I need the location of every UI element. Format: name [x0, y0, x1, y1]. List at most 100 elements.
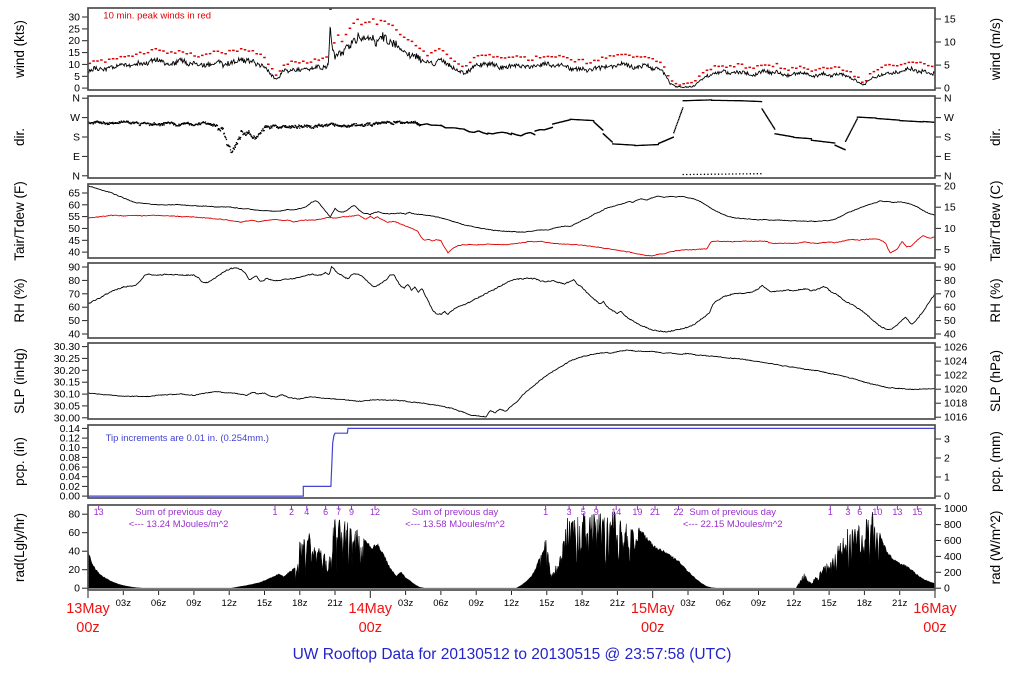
date-label: 14May — [349, 601, 393, 617]
rad-hour-number: 22 — [673, 507, 683, 517]
slp-right-tick-label: 1018 — [944, 398, 968, 410]
rad-right-tick-label: 600 — [944, 535, 962, 547]
rad-hour-number: 5 — [581, 507, 586, 517]
rad-hour-number: 1 — [828, 507, 833, 517]
time-minor-label: 21z — [892, 598, 908, 609]
rad-hour-number: 1 — [543, 507, 548, 517]
tair-right-tick-label: 5 — [944, 244, 950, 256]
rad-left-tick-label: 80 — [68, 509, 80, 521]
rad-hour-number: 3 — [567, 507, 572, 517]
date-label: 13May — [66, 601, 110, 617]
rh-left-tick-label: 80 — [68, 275, 80, 287]
pcp-left-tick-label: 0.10 — [60, 442, 81, 454]
rad-left-tick-label: 40 — [68, 546, 80, 558]
time-minor-label: 21z — [610, 598, 626, 609]
tair-right-axis-label: Tair/Tdew (C) — [988, 180, 1003, 261]
slp-right-tick-label: 1026 — [944, 342, 968, 354]
pcp-left-tick-label: 0.14 — [60, 423, 81, 435]
panel-pcp: 0.000.020.040.060.080.100.120.14 0 1 2 3 pcp.… — [12, 423, 1003, 503]
rad-hour-number: 2 — [289, 507, 294, 517]
wind-left-tick-label: 20 — [68, 35, 80, 47]
rh-right-tick-label: 90 — [944, 262, 956, 274]
rad-hour-number: 9 — [349, 507, 354, 517]
dir-left-tick-label: N — [72, 93, 80, 105]
rad-hour-number: 10 — [872, 507, 882, 517]
pcp-right-tick-label: 0 — [944, 491, 950, 503]
rad-right-axis-label: rad (W/m^2) — [988, 511, 1003, 585]
slp-left-tick-label: 30.30 — [54, 341, 80, 353]
pcp-left-tick-label: 0.12 — [60, 433, 81, 445]
wind-10min-peak-series — [88, 8, 934, 86]
rad-right-tick-label: 200 — [944, 567, 962, 579]
slp-right-axis-label: SLP (hPa) — [988, 350, 1003, 412]
tair-right-tick-label: 10 — [944, 223, 956, 235]
rad-annotation: Sum of previous day — [135, 507, 222, 518]
rad-right-tick-label: 400 — [944, 551, 962, 563]
pcp-right-axis-label: pcp. (mm) — [988, 431, 1003, 492]
rad-hour-number: 13 — [892, 507, 902, 517]
rad-annotation: Sum of previous day — [412, 507, 499, 518]
dir-right-tick-label: N — [944, 93, 952, 105]
rad-hour-number: 6 — [323, 507, 328, 517]
pcp-left-tick-label: 0.04 — [60, 471, 81, 483]
rh-left-tick-label: 90 — [68, 262, 80, 274]
rad-hour-number: 19 — [632, 507, 642, 517]
slp-left-tick-label: 30.00 — [54, 412, 80, 424]
rh-right-tick-label: 50 — [944, 315, 956, 327]
slp-left-tick-label: 30.05 — [54, 400, 80, 412]
wind-left-tick-label: 25 — [68, 23, 80, 35]
pcp-left-axis-label: pcp. (in) — [12, 437, 27, 486]
pcp-left-tick-label: 0.06 — [60, 462, 81, 474]
pcp-left-tick-label: 0.00 — [60, 491, 81, 503]
page-title: UW Rooftop Data for 20130512 to 20130515… — [292, 646, 732, 663]
dir-left-tick-label: S — [73, 132, 80, 144]
slp-right-tick-label: 1024 — [944, 356, 968, 368]
pcp-right-tick-label: 3 — [944, 434, 950, 446]
date-time-label: 00z — [641, 620, 664, 636]
slp-series — [87, 349, 936, 418]
solar-radiation-series — [87, 510, 936, 589]
rad-hour-number: 12 — [370, 507, 380, 517]
dir-left-tick-label: W — [70, 112, 80, 124]
pcp-right-tick-label: 1 — [944, 472, 950, 484]
rh-left-tick-label: 40 — [68, 329, 80, 341]
time-axis: 03z 06z 09z 12z 15z 18z 21z 03z 06z 09z 12z 15z 18z 2… — [66, 591, 958, 636]
slp-left-tick-label: 30.15 — [54, 377, 80, 389]
rad-annotation: <--- 22.15 MJoules/m^2 — [683, 519, 783, 530]
time-minor-label: 15z — [821, 598, 837, 609]
tair-right-tick-label: 15 — [944, 202, 956, 214]
dir-frame — [87, 95, 936, 179]
dir-left-tick-label: N — [72, 170, 80, 182]
time-minor-label: 03z — [680, 598, 696, 609]
dir-right-tick-label: E — [944, 151, 951, 163]
rad-hour-number: 21 — [650, 507, 660, 517]
dir-right-axis-label: dir. — [988, 128, 1003, 146]
rad-hour-number: 6 — [857, 507, 862, 517]
time-minor-label: 06z — [151, 598, 167, 609]
tair-left-tick-label: 40 — [68, 247, 80, 259]
time-minor-label: 09z — [469, 598, 485, 609]
slp-left-axis-label: SLP (inHg) — [12, 348, 27, 414]
pcp-frame — [87, 424, 936, 499]
wind-left-tick-label: 0 — [74, 83, 80, 95]
wind-right-tick-label: 15 — [944, 14, 956, 26]
rh-right-tick-label: 40 — [944, 329, 956, 341]
tair-left-axis-label: Tair/Tdew (F) — [12, 181, 27, 261]
rad-hour-number: 7 — [336, 507, 341, 517]
slp-right-tick-label: 1016 — [944, 412, 968, 424]
time-minor-label: 15z — [257, 598, 273, 609]
date-time-label: 00z — [76, 620, 99, 636]
pcp-accum-series — [88, 427, 935, 497]
tair-right-tick-label: 20 — [944, 180, 956, 192]
pcp-left-tick-label: 0.02 — [60, 481, 81, 493]
dir-left-axis-label: dir. — [12, 128, 27, 146]
time-minor-label: 12z — [222, 598, 238, 609]
rad-hour-number: 9 — [594, 507, 599, 517]
time-minor-label: 09z — [186, 598, 202, 609]
rh-right-tick-label: 80 — [944, 275, 956, 287]
